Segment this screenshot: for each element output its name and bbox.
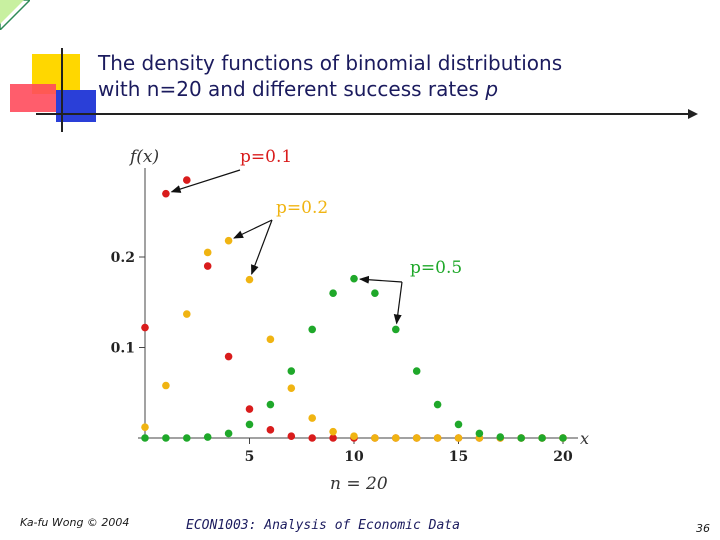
page-number: 36 [696,522,710,535]
point-p-0-5 [371,289,379,298]
point-p-0-2 [392,434,400,442]
callout-arrow [233,219,273,239]
point-p-0-1 [141,323,149,332]
title-rule [36,109,698,119]
point-p-0-2 [162,381,170,390]
point-p-0-5 [559,434,567,442]
corner-triangle [0,0,30,30]
callout-arrow [393,281,403,325]
y-tick-label: 0.2 [111,250,135,266]
point-p-0-2 [350,432,358,440]
point-p-0-2 [287,384,296,393]
callout-arrow [358,275,403,284]
point-p-0-5 [392,325,400,334]
point-p-0-1 [203,262,212,270]
series-label-p-0-2: p=0.2 [276,198,328,218]
x-tick-label: 20 [553,449,573,465]
y-axis-label: f(x) [128,147,159,167]
point-p-0-2 [454,434,463,442]
point-p-0-2 [266,335,275,344]
series-label-p-0-1: p=0.1 [240,147,292,167]
point-p-0-5 [266,400,275,409]
chart-subtitle: n = 20 [330,474,388,494]
footer-author: Ka-fu Wong © 2004 [20,516,130,529]
series-callouts: p=0.1 p=0.2 p=0.5 [170,147,462,325]
x-tick-label: 15 [449,449,468,465]
point-p-0-5 [475,429,484,438]
title-line-1: The density functions of binomial distri… [98,51,563,75]
point-p-0-1 [266,426,275,434]
title-line-2-text: with n=20 and different success rates [98,77,486,101]
point-p-0-2 [371,434,379,442]
point-p-0-1 [162,189,170,198]
callout-arrow [170,169,241,193]
point-p-0-5 [162,434,170,442]
point-p-0-5 [224,429,233,438]
y-tick-label: 0.1 [111,341,135,357]
callout-arrow [251,219,273,275]
title-variable-p: p [485,77,499,101]
point-p-0-2 [412,434,421,442]
deco-red-square [10,84,56,112]
point-p-0-2 [224,236,233,245]
point-p-0-5 [308,325,317,334]
point-p-0-2 [141,423,149,431]
axis-ticks: 5 10 15 20 0.1 0.2 [111,250,573,465]
point-p-0-5 [287,367,296,375]
point-p-0-5 [496,433,505,441]
slide-title: The density functions of binomial distri… [98,50,698,102]
data-points [141,176,567,442]
point-p-0-5 [203,433,212,441]
x-axis-label: x [580,429,589,448]
point-p-0-5 [329,289,337,298]
x-tick-label: 10 [344,449,364,465]
series-label-p-0-5: p=0.5 [410,258,462,278]
x-tick-label: 5 [245,449,255,465]
point-p-0-1 [183,176,191,184]
point-p-0-5 [517,434,525,442]
point-p-0-1 [329,434,337,442]
point-p-0-2 [203,248,212,257]
point-p-0-5 [183,434,191,442]
point-p-0-1 [308,434,317,442]
title-decoration [10,48,96,132]
point-p-0-5 [245,420,254,429]
point-p-0-1 [245,405,254,413]
title-line-2: with n=20 and different success rates p [98,76,698,102]
point-p-0-5 [538,434,546,442]
footer-course: ECON1003: Analysis of Economic Data [186,518,460,533]
point-p-0-5 [454,420,463,429]
point-p-0-2 [308,414,317,422]
point-p-0-1 [224,352,233,361]
point-p-0-5 [433,400,442,409]
point-p-0-5 [350,274,358,283]
point-p-0-1 [287,432,296,440]
point-p-0-2 [245,275,254,284]
point-p-0-5 [141,434,149,442]
point-p-0-2 [433,434,442,442]
point-p-0-2 [183,310,191,318]
point-p-0-2 [329,427,337,436]
point-p-0-5 [412,367,421,375]
